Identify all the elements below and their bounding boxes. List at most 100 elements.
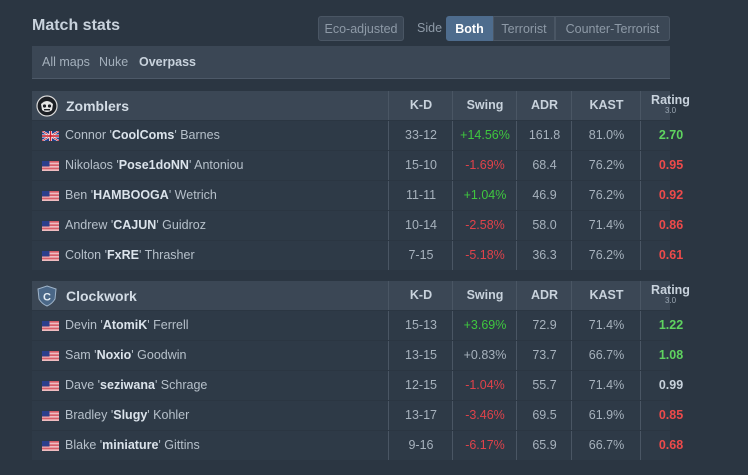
player-nickname: Noxio	[96, 348, 132, 362]
us-flag-icon	[42, 191, 59, 201]
player-adr: 58.0	[516, 211, 572, 240]
eco-adjusted-toggle[interactable]: Eco-adjusted	[318, 16, 404, 41]
zomblers-logo-icon	[36, 95, 58, 117]
player-rating: 1.08	[640, 341, 701, 370]
player-rating: 0.68	[640, 431, 701, 460]
player-name[interactable]: Bradley 'Slugy' Kohler	[65, 401, 189, 430]
player-kd: 13-15	[388, 341, 453, 370]
svg-text:C: C	[43, 292, 51, 304]
player-last-name: ' Schrage	[154, 378, 208, 392]
us-flag-icon	[42, 321, 59, 331]
player-last-name: ' Barnes	[174, 128, 220, 142]
player-last-name: ' Goodwin	[131, 348, 187, 362]
player-row: Ben 'HAMBOOGA' Wetrich 11-11 +1.04% 46.9 76.…	[32, 181, 683, 211]
player-kd: 10-14	[388, 211, 453, 240]
player-swing: +14.56%	[452, 121, 517, 150]
player-swing: -3.46%	[452, 401, 517, 430]
player-adr: 161.8	[516, 121, 572, 150]
player-kast: 66.7%	[571, 431, 641, 460]
player-adr: 72.9	[516, 311, 572, 340]
column-adr[interactable]: ADR	[516, 281, 572, 310]
player-nickname: CoolComs	[111, 128, 175, 142]
map-tab-nuke[interactable]: Nuke	[99, 55, 129, 69]
player-kast: 76.2%	[571, 241, 641, 270]
player-nickname: Slugy	[113, 408, 148, 422]
player-name[interactable]: Connor 'CoolComs' Barnes	[65, 121, 220, 150]
player-first-name: Dave '	[65, 378, 101, 392]
player-row: Andrew 'CAJUN' Guidroz 10-14 -2.58% 58.0 71.…	[32, 211, 683, 241]
player-rating: 1.22	[640, 311, 701, 340]
player-nickname: AtomiK	[102, 318, 148, 332]
map-tab-all[interactable]: All maps	[42, 55, 90, 69]
player-nickname: CAJUN	[113, 218, 157, 232]
player-rating: 2.70	[640, 121, 701, 150]
player-kast: 71.4%	[571, 211, 641, 240]
player-kast: 71.4%	[571, 371, 641, 400]
player-adr: 68.4	[516, 151, 572, 180]
player-nickname: seziwana	[100, 378, 155, 392]
column-kast[interactable]: KAST	[571, 91, 641, 120]
player-name[interactable]: Blake 'miniature' Gittins	[65, 431, 200, 460]
player-last-name: ' Ferrell	[147, 318, 189, 332]
player-name[interactable]: Ben 'HAMBOOGA' Wetrich	[65, 181, 217, 210]
player-name[interactable]: Nikolaos 'Pose1doNN' Antoniou	[65, 151, 243, 180]
player-last-name: ' Kohler	[147, 408, 190, 422]
player-kd: 13-17	[388, 401, 453, 430]
column-rating[interactable]: Rating 3.0	[640, 91, 700, 120]
player-first-name: Devin '	[65, 318, 103, 332]
player-swing: -2.58%	[452, 211, 517, 240]
column-swing[interactable]: Swing	[452, 281, 517, 310]
player-name[interactable]: Devin 'AtomiK' Ferrell	[65, 311, 189, 340]
player-first-name: Ben '	[65, 188, 94, 202]
us-flag-icon	[42, 351, 59, 361]
player-rating: 0.92	[640, 181, 701, 210]
player-first-name: Andrew '	[65, 218, 114, 232]
player-name[interactable]: Dave 'seziwana' Schrage	[65, 371, 207, 400]
column-adr[interactable]: ADR	[516, 91, 572, 120]
player-rating: 0.61	[640, 241, 701, 270]
player-nickname: HAMBOOGA	[93, 188, 169, 202]
player-row: Connor 'CoolComs' Barnes 33-12 +14.56% 161.…	[32, 121, 683, 151]
player-adr: 55.7	[516, 371, 572, 400]
player-adr: 36.3	[516, 241, 572, 270]
team-header-row: C Clockwork K-D Swing ADR KAST Rating 3.0	[32, 281, 690, 311]
us-flag-icon	[42, 251, 59, 261]
column-kd[interactable]: K-D	[388, 91, 453, 120]
column-rating-version: 3.0	[664, 106, 677, 115]
map-tab-overpass[interactable]: Overpass	[139, 55, 196, 69]
player-name[interactable]: Sam 'Noxio' Goodwin	[65, 341, 187, 370]
player-swing: -5.18%	[452, 241, 517, 270]
player-swing: +3.69%	[452, 311, 517, 340]
player-name[interactable]: Andrew 'CAJUN' Guidroz	[65, 211, 206, 240]
player-kast: 66.7%	[571, 341, 641, 370]
us-flag-icon	[42, 411, 59, 421]
team-name[interactable]: Clockwork	[66, 288, 137, 304]
player-rating: 0.99	[640, 371, 701, 400]
us-flag-icon	[42, 441, 59, 451]
page-title: Match stats	[32, 17, 121, 34]
column-rating[interactable]: Rating 3.0	[640, 281, 700, 310]
player-swing: -1.69%	[452, 151, 517, 180]
player-row: Bradley 'Slugy' Kohler 13-17 -3.46% 69.5 61.…	[32, 401, 683, 431]
side-counter-terrorist-button[interactable]: Counter-Terrorist	[555, 16, 670, 41]
side-both-button[interactable]: Both	[446, 16, 493, 41]
player-kd: 12-15	[388, 371, 453, 400]
player-row: Blake 'miniature' Gittins 9-16 -6.17% 65.9 6…	[32, 431, 683, 461]
team-name[interactable]: Zomblers	[66, 98, 130, 114]
player-kast: 76.2%	[571, 151, 641, 180]
player-first-name: Connor '	[65, 128, 112, 142]
player-adr: 73.7	[516, 341, 572, 370]
player-row: Nikolaos 'Pose1doNN' Antoniou 15-10 -1.69%…	[32, 151, 683, 181]
player-first-name: Bradley '	[65, 408, 114, 422]
column-swing[interactable]: Swing	[452, 91, 517, 120]
player-nickname: miniature	[102, 438, 159, 452]
column-kast[interactable]: KAST	[571, 281, 641, 310]
side-terrorist-button[interactable]: Terrorist	[493, 16, 555, 41]
team-stats-table: C Clockwork K-D Swing ADR KAST Rating 3.0 Devin …	[32, 281, 690, 461]
player-kast: 61.9%	[571, 401, 641, 430]
player-first-name: Nikolaos '	[65, 158, 119, 172]
player-name[interactable]: Colton 'FxRE' Thrasher	[65, 241, 195, 270]
column-kd[interactable]: K-D	[388, 281, 453, 310]
player-kast: 76.2%	[571, 181, 641, 210]
player-row: Sam 'Noxio' Goodwin 13-15 +0.83% 73.7 66.7% 1…	[32, 341, 683, 371]
